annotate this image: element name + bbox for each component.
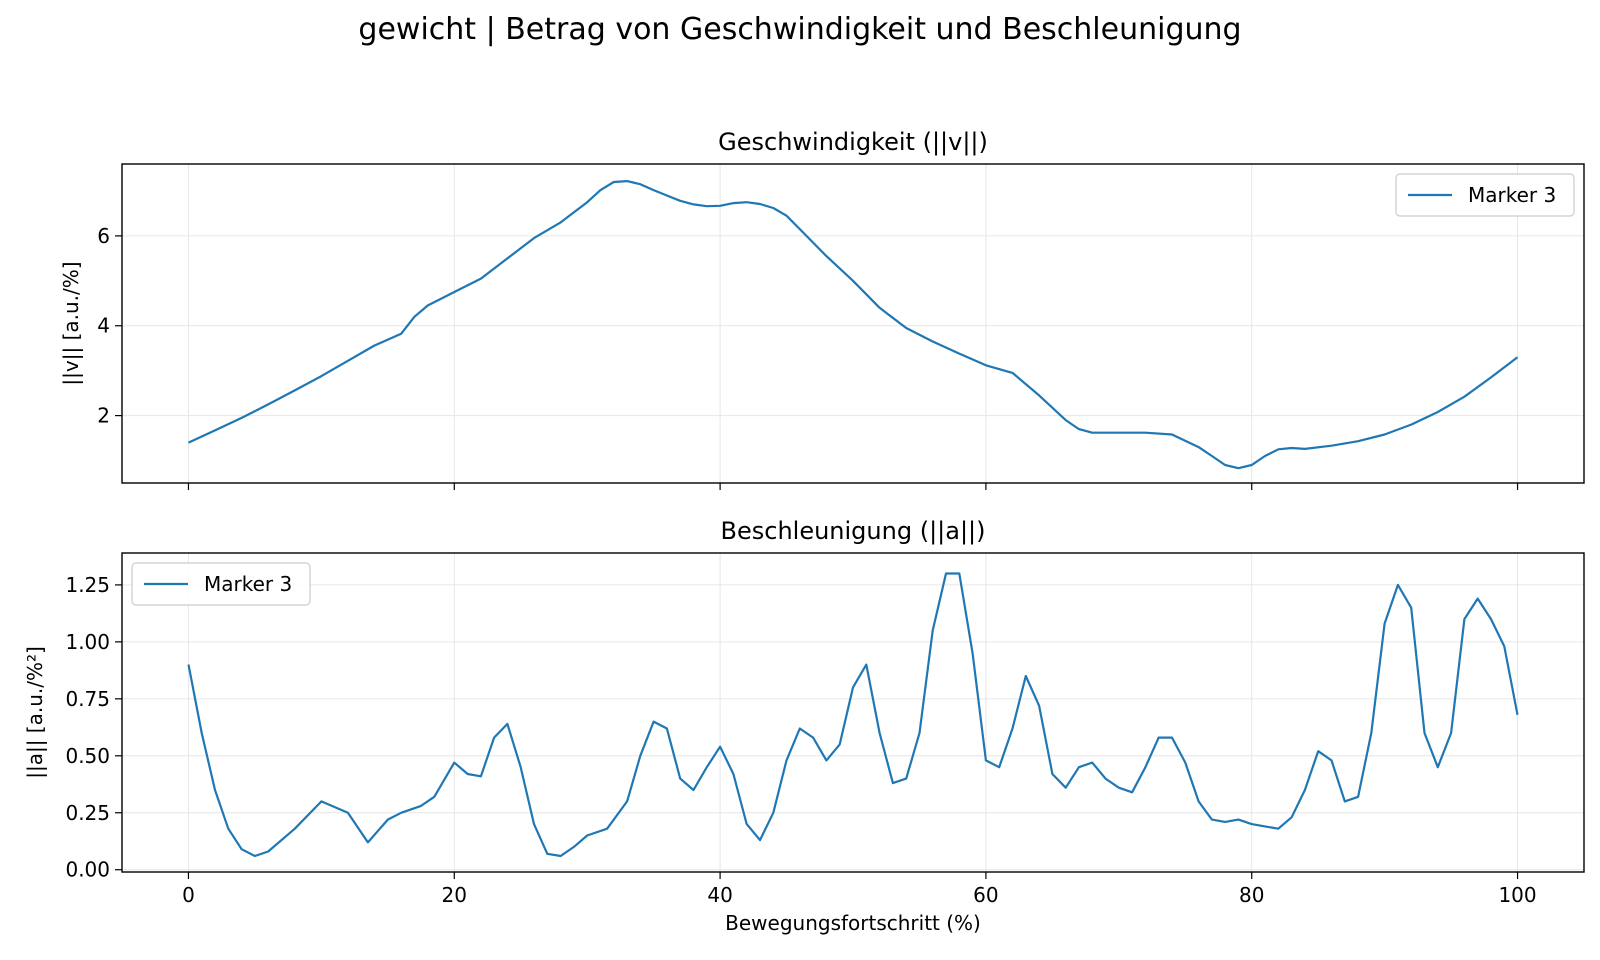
- chart2-y-tick-label: 0.25: [65, 801, 110, 825]
- chart1-legend-box: [1395, 173, 1575, 217]
- chart2-y-tick-label: 0.50: [65, 744, 110, 768]
- chart2-legend-label: Marker 3: [204, 572, 292, 596]
- chart1-y-tick-label: 6: [97, 224, 110, 248]
- chart2-title: Beschleunigung (||a||): [721, 517, 986, 545]
- chart2-x-tick-label: 40: [707, 883, 732, 907]
- chart2-y-axis-label: ||a|| [a.u./%²]: [23, 646, 47, 779]
- chart1-y-tick-label: 4: [97, 314, 110, 338]
- chart2-x-tick-label: 60: [973, 883, 998, 907]
- figure-title: gewicht | Betrag von Geschwindigkeit und…: [358, 12, 1242, 47]
- chart2-x-tick-label: 20: [442, 883, 467, 907]
- chart2-y-tick-label: 0.75: [65, 687, 110, 711]
- chart1-y-tick-label: 2: [97, 404, 110, 428]
- chart2-x-axis-label: Bewegungsfortschritt (%): [725, 911, 981, 935]
- chart2-y-tick-label: 1.25: [65, 573, 110, 597]
- chart2-x-tick-label: 100: [1498, 883, 1536, 907]
- chart1-series-line-1: [188, 180, 1519, 470]
- chart2-y-tick-label: 0.00: [65, 858, 110, 882]
- chart2-x-tick-label: 80: [1239, 883, 1264, 907]
- chart2-axes-frame: [121, 552, 1585, 873]
- chart2-series-line-1: [187, 572, 1519, 858]
- chart1-axes-frame: [121, 163, 1585, 484]
- chart2-y-tick-label: 1.00: [65, 630, 110, 654]
- chart1-legend-label: Marker 3: [1468, 183, 1556, 207]
- chart2-legend-box: [131, 562, 311, 606]
- chart1-title: Geschwindigkeit (||v||): [718, 128, 988, 156]
- chart2-x-tick-label: 0: [182, 883, 195, 907]
- chart1-y-axis-label: ||v|| [a.u./%]: [59, 261, 83, 385]
